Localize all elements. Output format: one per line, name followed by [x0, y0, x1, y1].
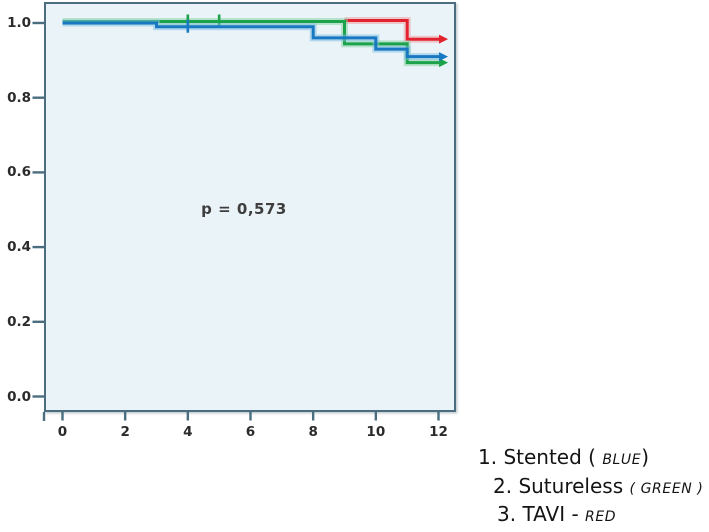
x-tick-label: 6 [245, 424, 256, 440]
x-tick-label: 4 [183, 424, 193, 440]
legend-label-text: 1. Stented ( [478, 445, 603, 469]
y-tick-label: 0.8 [7, 89, 31, 106]
legend-label-text: 3. TAVI - [497, 502, 586, 526]
chart-legend: 1. Stented ( BLUE) 2. Sutureless ( GREEN … [478, 443, 703, 529]
legend-color-word: RED [585, 509, 617, 525]
y-tick-label: 0.0 [7, 388, 31, 405]
plot-area [44, 2, 456, 412]
x-tick-label: 12 [429, 424, 448, 440]
kaplan-meier-figure: 1.0 0.8 0.6 0.4 0.2 0.0 0 2 4 6 8 10 12 p = 0,573 1… [7, 2, 703, 526]
legend-label-text: ) [641, 445, 650, 469]
legend-color-word: ( GREEN ) [629, 480, 704, 497]
x-tick-label: 2 [120, 424, 130, 440]
x-tick-label: 8 [308, 424, 318, 440]
y-tick-label: 0.2 [7, 313, 31, 330]
legend-item: 3. TAVI - RED [497, 500, 703, 529]
x-tick-label: 10 [366, 424, 386, 440]
x-tick-label: 0 [57, 424, 68, 440]
y-tick-label: 1.0 [7, 15, 31, 31]
legend-item: 1. Stented ( BLUE) [478, 443, 703, 472]
legend-label-text: 2. Sutureless [493, 473, 630, 498]
y-tick-label: 0.4 [7, 239, 31, 256]
legend-item: 2. Sutureless ( GREEN ) [493, 472, 703, 501]
p-value-annotation: p = 0,573 [201, 200, 287, 218]
legend-color-word: BLUE [602, 452, 642, 468]
y-tick-label: 0.6 [7, 164, 31, 181]
